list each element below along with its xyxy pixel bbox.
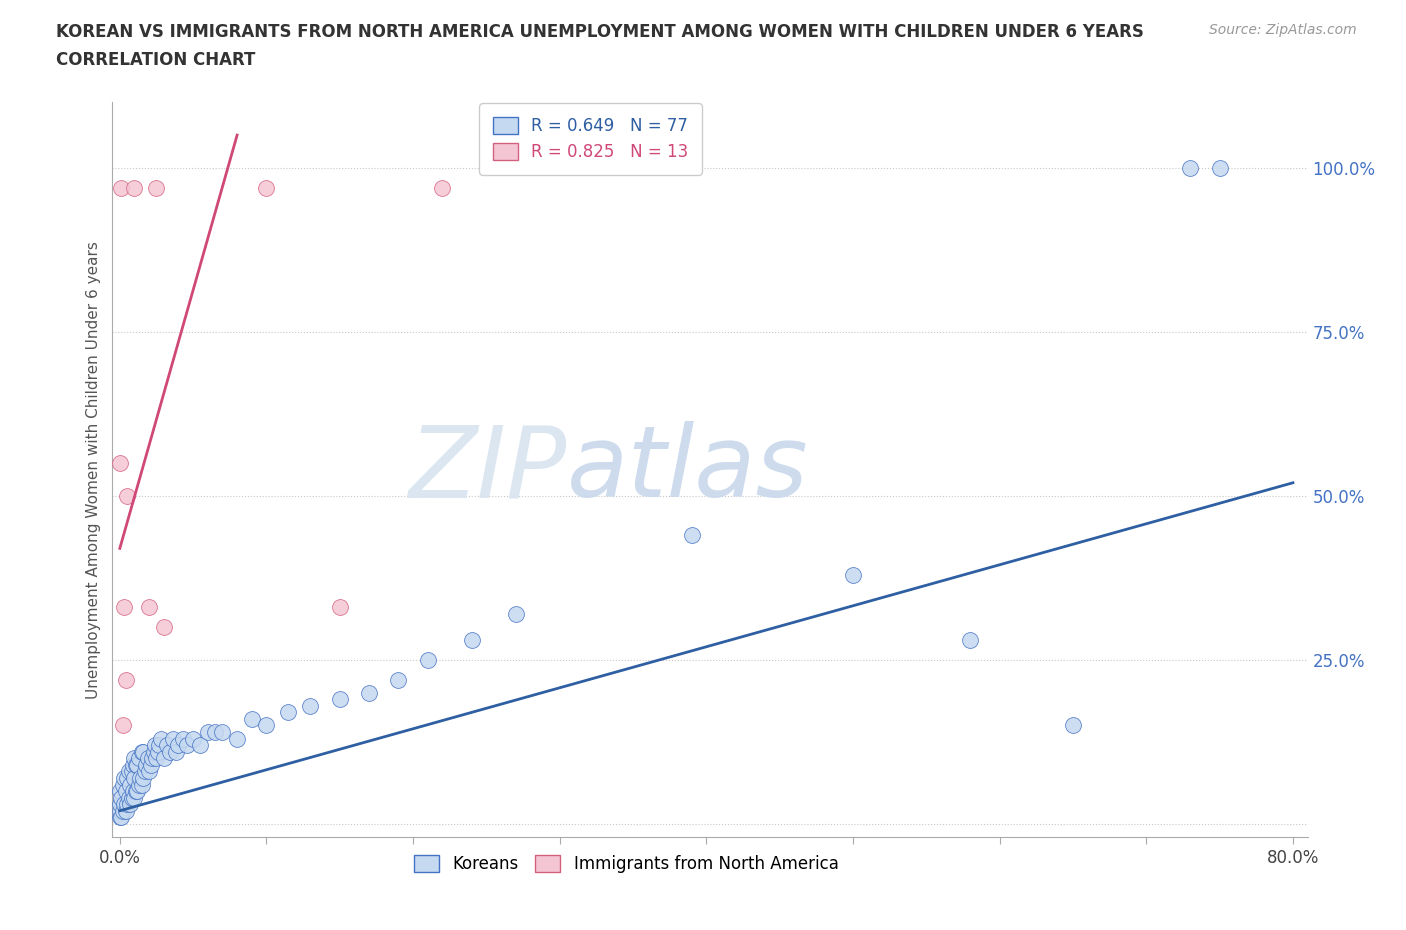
Point <box>110 790 132 805</box>
Point <box>190 737 212 752</box>
Point <box>277 705 299 720</box>
Point <box>134 764 156 778</box>
Point <box>226 731 249 746</box>
Point <box>114 672 136 687</box>
Point <box>842 567 865 582</box>
Point <box>329 600 352 615</box>
Point <box>124 790 146 805</box>
Point <box>959 632 981 647</box>
Point <box>461 632 484 647</box>
Point <box>117 790 139 805</box>
Y-axis label: Unemployment Among Women with Children Under 6 years: Unemployment Among Women with Children U… <box>86 241 101 698</box>
Point <box>142 744 165 759</box>
Point <box>108 456 131 471</box>
Point <box>1062 718 1084 733</box>
Point <box>112 600 135 615</box>
Point <box>387 672 409 687</box>
Point <box>128 751 150 765</box>
Point <box>204 724 226 739</box>
Point <box>681 528 703 543</box>
Point <box>145 180 167 195</box>
Point <box>359 685 381 700</box>
Point <box>211 724 233 739</box>
Point <box>110 810 132 825</box>
Point <box>131 744 153 759</box>
Point <box>1180 161 1202 176</box>
Point <box>121 764 143 778</box>
Point <box>138 600 160 615</box>
Point <box>122 784 145 799</box>
Point <box>115 488 138 503</box>
Point <box>505 606 527 621</box>
Point <box>114 804 136 818</box>
Point <box>329 692 352 707</box>
Point <box>129 771 152 786</box>
Point <box>416 653 439 668</box>
Point <box>115 797 138 812</box>
Point <box>108 797 131 812</box>
Point <box>131 777 153 792</box>
Point <box>1208 161 1230 176</box>
Point <box>153 751 176 765</box>
Point <box>256 718 278 733</box>
Point <box>167 737 190 752</box>
Point <box>110 180 132 195</box>
Point <box>159 744 181 759</box>
Point <box>149 731 172 746</box>
Point <box>125 757 148 772</box>
Point <box>108 804 131 818</box>
Point <box>108 784 131 799</box>
Text: CORRELATION CHART: CORRELATION CHART <box>56 51 256 69</box>
Point <box>146 744 169 759</box>
Point <box>145 751 167 765</box>
Point <box>197 724 219 739</box>
Point <box>156 737 179 752</box>
Point <box>181 731 204 746</box>
Legend: Koreans, Immigrants from North America: Koreans, Immigrants from North America <box>408 848 845 880</box>
Point <box>299 698 322 713</box>
Point <box>120 797 142 812</box>
Point <box>124 771 146 786</box>
Point <box>165 744 187 759</box>
Text: ZIP: ZIP <box>408 421 567 518</box>
Point <box>138 764 160 778</box>
Point <box>121 790 143 805</box>
Point <box>125 784 148 799</box>
Point <box>176 737 198 752</box>
Point <box>141 751 163 765</box>
Point <box>136 751 159 765</box>
Point <box>120 777 142 792</box>
Point <box>132 744 155 759</box>
Point <box>135 757 157 772</box>
Point <box>153 619 176 634</box>
Point <box>240 711 263 726</box>
Text: KOREAN VS IMMIGRANTS FROM NORTH AMERICA UNEMPLOYMENT AMONG WOMEN WITH CHILDREN U: KOREAN VS IMMIGRANTS FROM NORTH AMERICA … <box>56 23 1144 41</box>
Point <box>139 757 162 772</box>
Point <box>111 777 134 792</box>
Point <box>111 718 134 733</box>
Point <box>124 751 146 765</box>
Point <box>127 784 149 799</box>
Point <box>127 757 149 772</box>
Text: Source: ZipAtlas.com: Source: ZipAtlas.com <box>1209 23 1357 37</box>
Point <box>115 771 138 786</box>
Point <box>432 180 454 195</box>
Point <box>172 731 194 746</box>
Point <box>256 180 278 195</box>
Point <box>128 777 150 792</box>
Point <box>148 737 170 752</box>
Point <box>108 810 131 825</box>
Point <box>122 757 145 772</box>
Point <box>114 784 136 799</box>
Point <box>112 771 135 786</box>
Point <box>162 731 184 746</box>
Point <box>124 180 146 195</box>
Point <box>143 737 166 752</box>
Text: atlas: atlas <box>567 421 808 518</box>
Point <box>111 804 134 818</box>
Point <box>117 764 139 778</box>
Point <box>112 797 135 812</box>
Point <box>132 771 155 786</box>
